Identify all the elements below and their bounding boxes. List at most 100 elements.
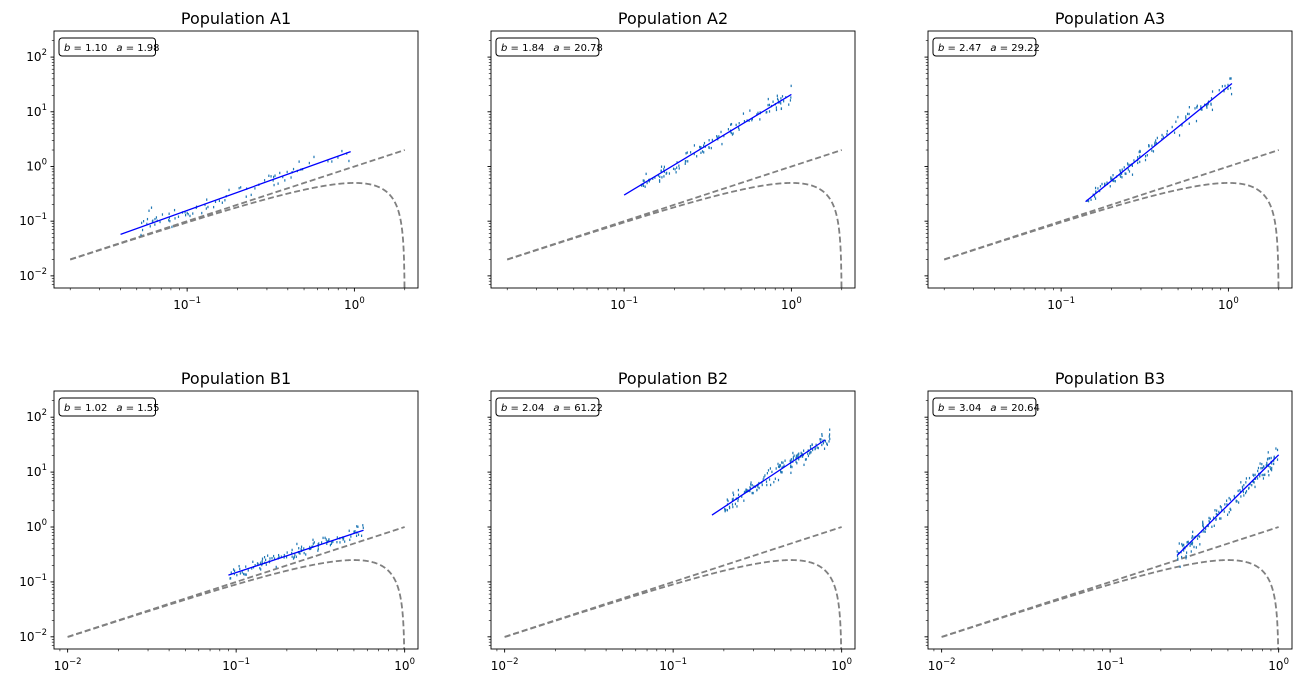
data-point — [1249, 482, 1251, 486]
data-point — [1121, 176, 1123, 179]
data-point — [1112, 174, 1114, 177]
data-point — [1119, 169, 1121, 172]
data-point — [1101, 182, 1103, 186]
data-point — [187, 213, 189, 216]
data-point — [243, 572, 245, 576]
data-point — [814, 447, 816, 450]
data-point — [1273, 462, 1275, 466]
data-point — [763, 476, 765, 479]
data-point — [142, 220, 145, 223]
data-point — [788, 103, 790, 106]
logistic-reference-curve — [504, 559, 843, 649]
minor-ticks — [488, 400, 835, 652]
data-point — [298, 551, 300, 555]
data-point — [189, 214, 191, 218]
scatter-points — [640, 84, 792, 188]
data-point — [1087, 199, 1090, 203]
data-point — [775, 467, 777, 470]
data-point — [1190, 542, 1192, 545]
plot-area — [69, 149, 406, 288]
fit-parameters-box: b = 1.84 a = 20.78 — [495, 37, 603, 57]
data-point — [1152, 150, 1155, 153]
data-point — [1120, 175, 1122, 178]
data-point — [1128, 170, 1131, 173]
x-tick-label: 10−1 — [659, 657, 687, 673]
plot-area — [506, 84, 843, 288]
data-point — [1161, 137, 1163, 141]
data-point — [824, 440, 827, 443]
data-point — [303, 547, 305, 550]
data-point — [1211, 108, 1214, 112]
data-point — [236, 573, 238, 577]
data-point — [1109, 185, 1111, 188]
data-point — [737, 488, 739, 492]
data-point — [1155, 141, 1157, 145]
axes-frame — [927, 390, 1293, 650]
data-point — [1264, 473, 1266, 476]
logistic-reference-curve — [506, 182, 843, 288]
data-point — [201, 211, 203, 215]
data-point — [273, 554, 275, 558]
x-tick-label: 100 — [394, 657, 415, 673]
minor-ticks — [925, 40, 1280, 291]
data-point — [1221, 508, 1223, 512]
data-point — [298, 547, 300, 550]
y-tick-label: 101 — [26, 103, 47, 119]
data-point — [1263, 465, 1265, 468]
data-point — [1192, 530, 1194, 534]
data-point — [736, 505, 738, 508]
data-point — [171, 225, 173, 229]
data-point — [693, 152, 695, 156]
data-point — [775, 108, 778, 112]
data-point — [336, 536, 338, 539]
data-point — [318, 542, 320, 545]
data-point — [1226, 513, 1229, 516]
data-point — [286, 170, 288, 174]
data-point — [159, 220, 161, 224]
data-point — [313, 541, 315, 544]
data-point — [711, 138, 713, 142]
data-point — [1271, 466, 1273, 470]
data-point — [796, 461, 798, 465]
data-point — [807, 452, 809, 455]
data-point — [1259, 462, 1261, 465]
data-point — [348, 159, 350, 163]
data-point — [803, 463, 805, 467]
data-point — [644, 185, 646, 188]
data-point — [154, 223, 156, 226]
data-point — [660, 169, 662, 172]
data-point — [779, 101, 781, 104]
data-point — [732, 132, 734, 135]
data-point — [1228, 511, 1230, 514]
data-point — [772, 100, 774, 103]
data-point — [759, 118, 761, 121]
data-point — [275, 565, 277, 569]
data-point — [700, 151, 702, 155]
data-point — [309, 547, 311, 551]
data-point — [1267, 451, 1269, 454]
data-point — [150, 206, 153, 209]
data-point — [781, 461, 783, 464]
identity-reference-line — [504, 526, 842, 638]
power-law-fit-line — [623, 93, 792, 196]
data-point — [1173, 131, 1176, 134]
data-point — [742, 112, 745, 115]
data-point — [1230, 77, 1232, 80]
data-point — [1148, 144, 1150, 147]
data-point — [1276, 448, 1279, 452]
data-point — [362, 524, 364, 527]
data-point — [708, 139, 710, 142]
data-point — [1245, 477, 1248, 480]
logistic-reference-curve — [67, 559, 406, 649]
y-tick-label: 102 — [26, 48, 47, 64]
data-point — [726, 498, 728, 501]
data-point — [663, 165, 665, 169]
data-point — [298, 160, 300, 163]
data-point — [723, 134, 725, 138]
data-point — [1106, 181, 1108, 184]
data-point — [1138, 150, 1140, 154]
data-point — [792, 456, 795, 459]
data-point — [1189, 544, 1191, 547]
data-point — [1156, 136, 1158, 140]
data-point — [745, 489, 747, 493]
